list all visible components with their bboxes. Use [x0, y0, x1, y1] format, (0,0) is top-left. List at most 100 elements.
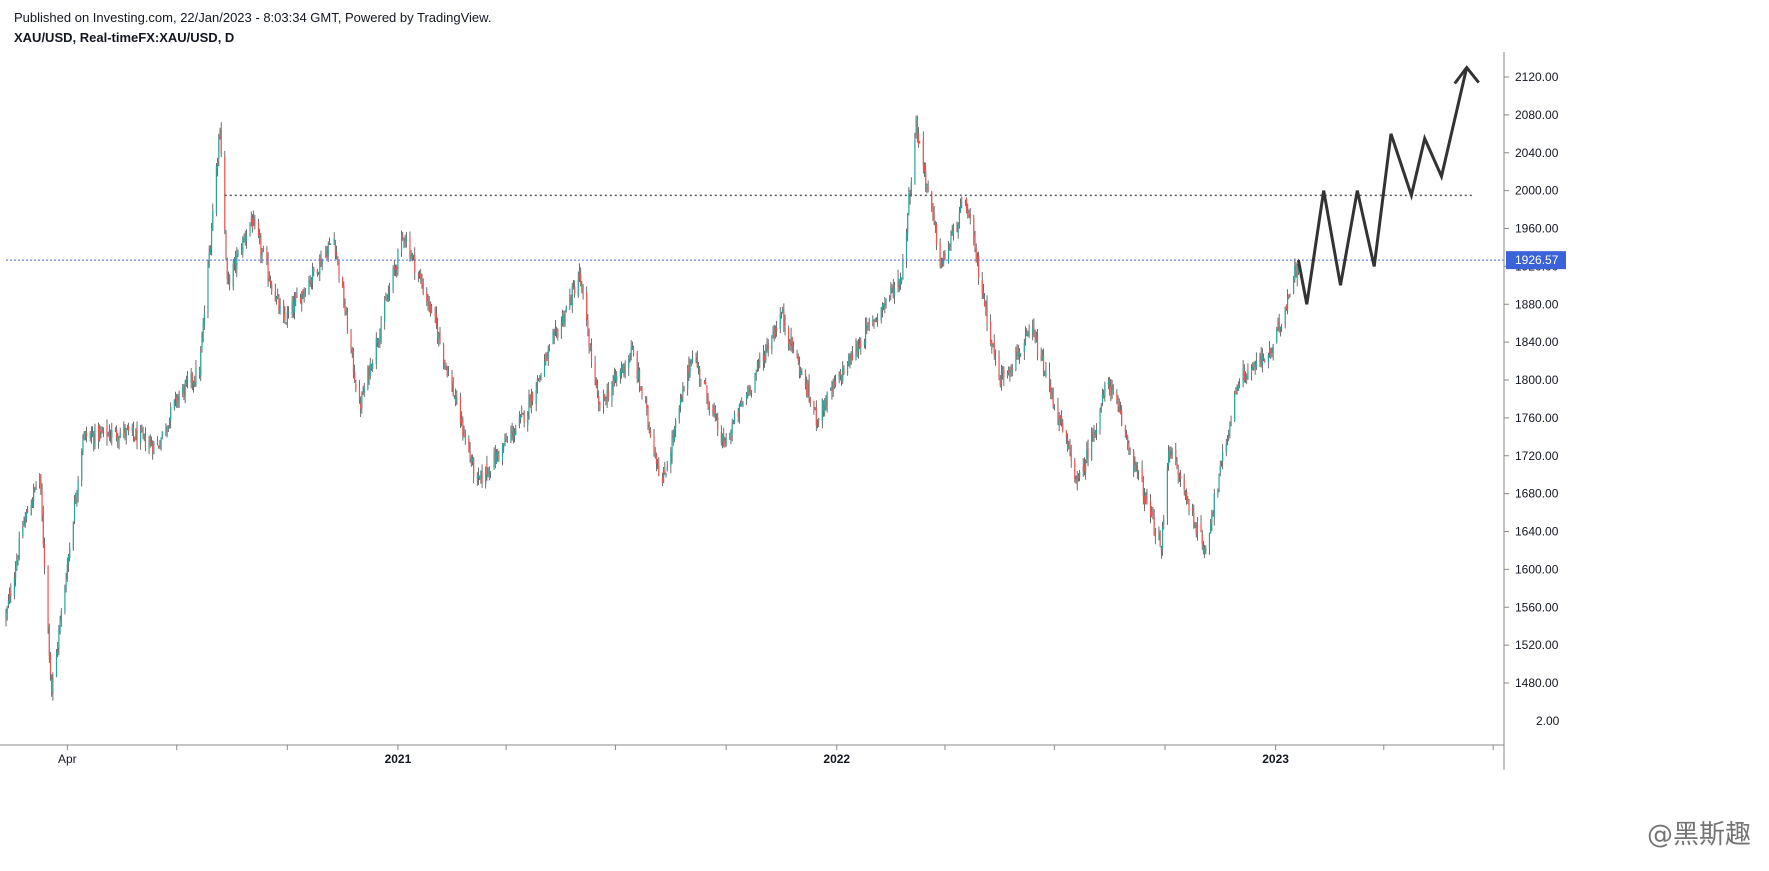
- candle-body: [908, 193, 910, 214]
- time-tick-label: 2021: [385, 752, 412, 766]
- candle-body: [344, 305, 346, 313]
- candle-body: [152, 443, 154, 453]
- candle-body: [536, 378, 538, 390]
- candle-body: [1228, 434, 1230, 436]
- price-axis[interactable]: 1480.00 1520.00 1560.00 1600.00 1640.00 1680.…: [1503, 52, 1566, 770]
- candle-body: [76, 492, 78, 499]
- candle-body: [506, 438, 508, 440]
- candle-body: [89, 434, 91, 438]
- candle-body: [338, 260, 340, 277]
- candle-body: [1170, 454, 1172, 458]
- candle-body: [842, 367, 844, 382]
- candle-body: [144, 435, 147, 448]
- candle-body: [880, 307, 882, 321]
- candle-body: [1159, 532, 1161, 546]
- candle-body: [463, 433, 465, 438]
- candle-body: [1135, 461, 1137, 466]
- candle-body: [304, 292, 306, 295]
- candle-body: [279, 305, 281, 313]
- candle-body: [839, 372, 841, 376]
- candle-body: [552, 334, 554, 344]
- candle-body: [236, 254, 238, 269]
- candle-body: [670, 452, 672, 466]
- candle-body: [893, 287, 896, 296]
- candle-body: [1262, 357, 1265, 359]
- candle-body: [43, 543, 46, 568]
- candle-body: [574, 286, 576, 295]
- candle-body: [665, 473, 667, 477]
- candle-body: [792, 345, 795, 354]
- candle-body: [17, 558, 19, 562]
- candle-body: [1152, 511, 1154, 518]
- candle-body: [1103, 395, 1105, 399]
- candle-body: [998, 355, 1000, 380]
- candle-body: [632, 347, 635, 355]
- candle-body: [1284, 306, 1286, 323]
- candle-body: [209, 248, 211, 255]
- candle-body: [486, 463, 488, 475]
- candle-body: [386, 299, 388, 302]
- candle-body: [30, 504, 32, 516]
- candle-body: [1142, 481, 1144, 497]
- candle-body: [445, 362, 447, 366]
- candle-body: [435, 314, 438, 326]
- candle-body: [814, 407, 816, 409]
- candle-body: [235, 256, 237, 266]
- candle-body: [269, 280, 272, 285]
- candle-body: [301, 291, 303, 305]
- candle-body: [631, 347, 633, 350]
- candle-body: [456, 397, 458, 402]
- candle-body: [141, 430, 143, 432]
- candle-body: [1042, 355, 1045, 376]
- candle-body: [765, 348, 767, 361]
- candle-body: [257, 221, 260, 236]
- candle-body: [128, 426, 130, 432]
- candle-body: [57, 647, 59, 652]
- candle-body: [176, 397, 178, 403]
- candle-body: [1234, 393, 1236, 422]
- candle-body: [748, 387, 750, 395]
- candle-body: [1101, 394, 1104, 403]
- candle-body: [97, 425, 100, 441]
- candle-body: [1250, 368, 1253, 373]
- candle-body: [388, 288, 391, 293]
- candle-body: [890, 288, 892, 294]
- candle-body: [872, 318, 874, 322]
- candle-body: [754, 372, 756, 391]
- candle-body: [195, 368, 197, 384]
- candle-body: [720, 432, 722, 443]
- current-price-label: 1926.57: [1515, 253, 1559, 267]
- candle-body: [1079, 472, 1081, 478]
- candle-body: [901, 279, 903, 282]
- candle-body: [789, 341, 791, 347]
- candle-body: [723, 435, 725, 443]
- candle-body: [233, 258, 236, 264]
- candle-body: [949, 243, 951, 247]
- candle-body: [459, 396, 462, 424]
- candle-body: [462, 420, 464, 435]
- candle-body: [658, 464, 660, 477]
- candle-body: [519, 415, 522, 419]
- candle-body: [967, 211, 969, 213]
- candle-body: [690, 361, 692, 365]
- candle-body: [528, 397, 530, 413]
- candle-body: [919, 141, 921, 143]
- candle-body: [807, 384, 809, 397]
- candle-body: [1027, 332, 1029, 335]
- candle-body: [641, 387, 643, 396]
- candle-body: [25, 512, 28, 520]
- time-axis[interactable]: Apr 2021 2022 2023: [0, 744, 1504, 766]
- candle-body: [915, 118, 917, 138]
- candle-body: [494, 453, 496, 463]
- candle-body: [1210, 523, 1212, 534]
- candle-body: [75, 500, 77, 502]
- candle-body: [410, 255, 412, 257]
- time-tick-label: 2022: [823, 752, 850, 766]
- candle-body: [497, 451, 499, 454]
- candle-body: [215, 166, 217, 214]
- candle-body: [779, 314, 781, 330]
- candle-body: [679, 399, 682, 407]
- candle-body: [826, 392, 828, 406]
- candle-body: [451, 374, 453, 385]
